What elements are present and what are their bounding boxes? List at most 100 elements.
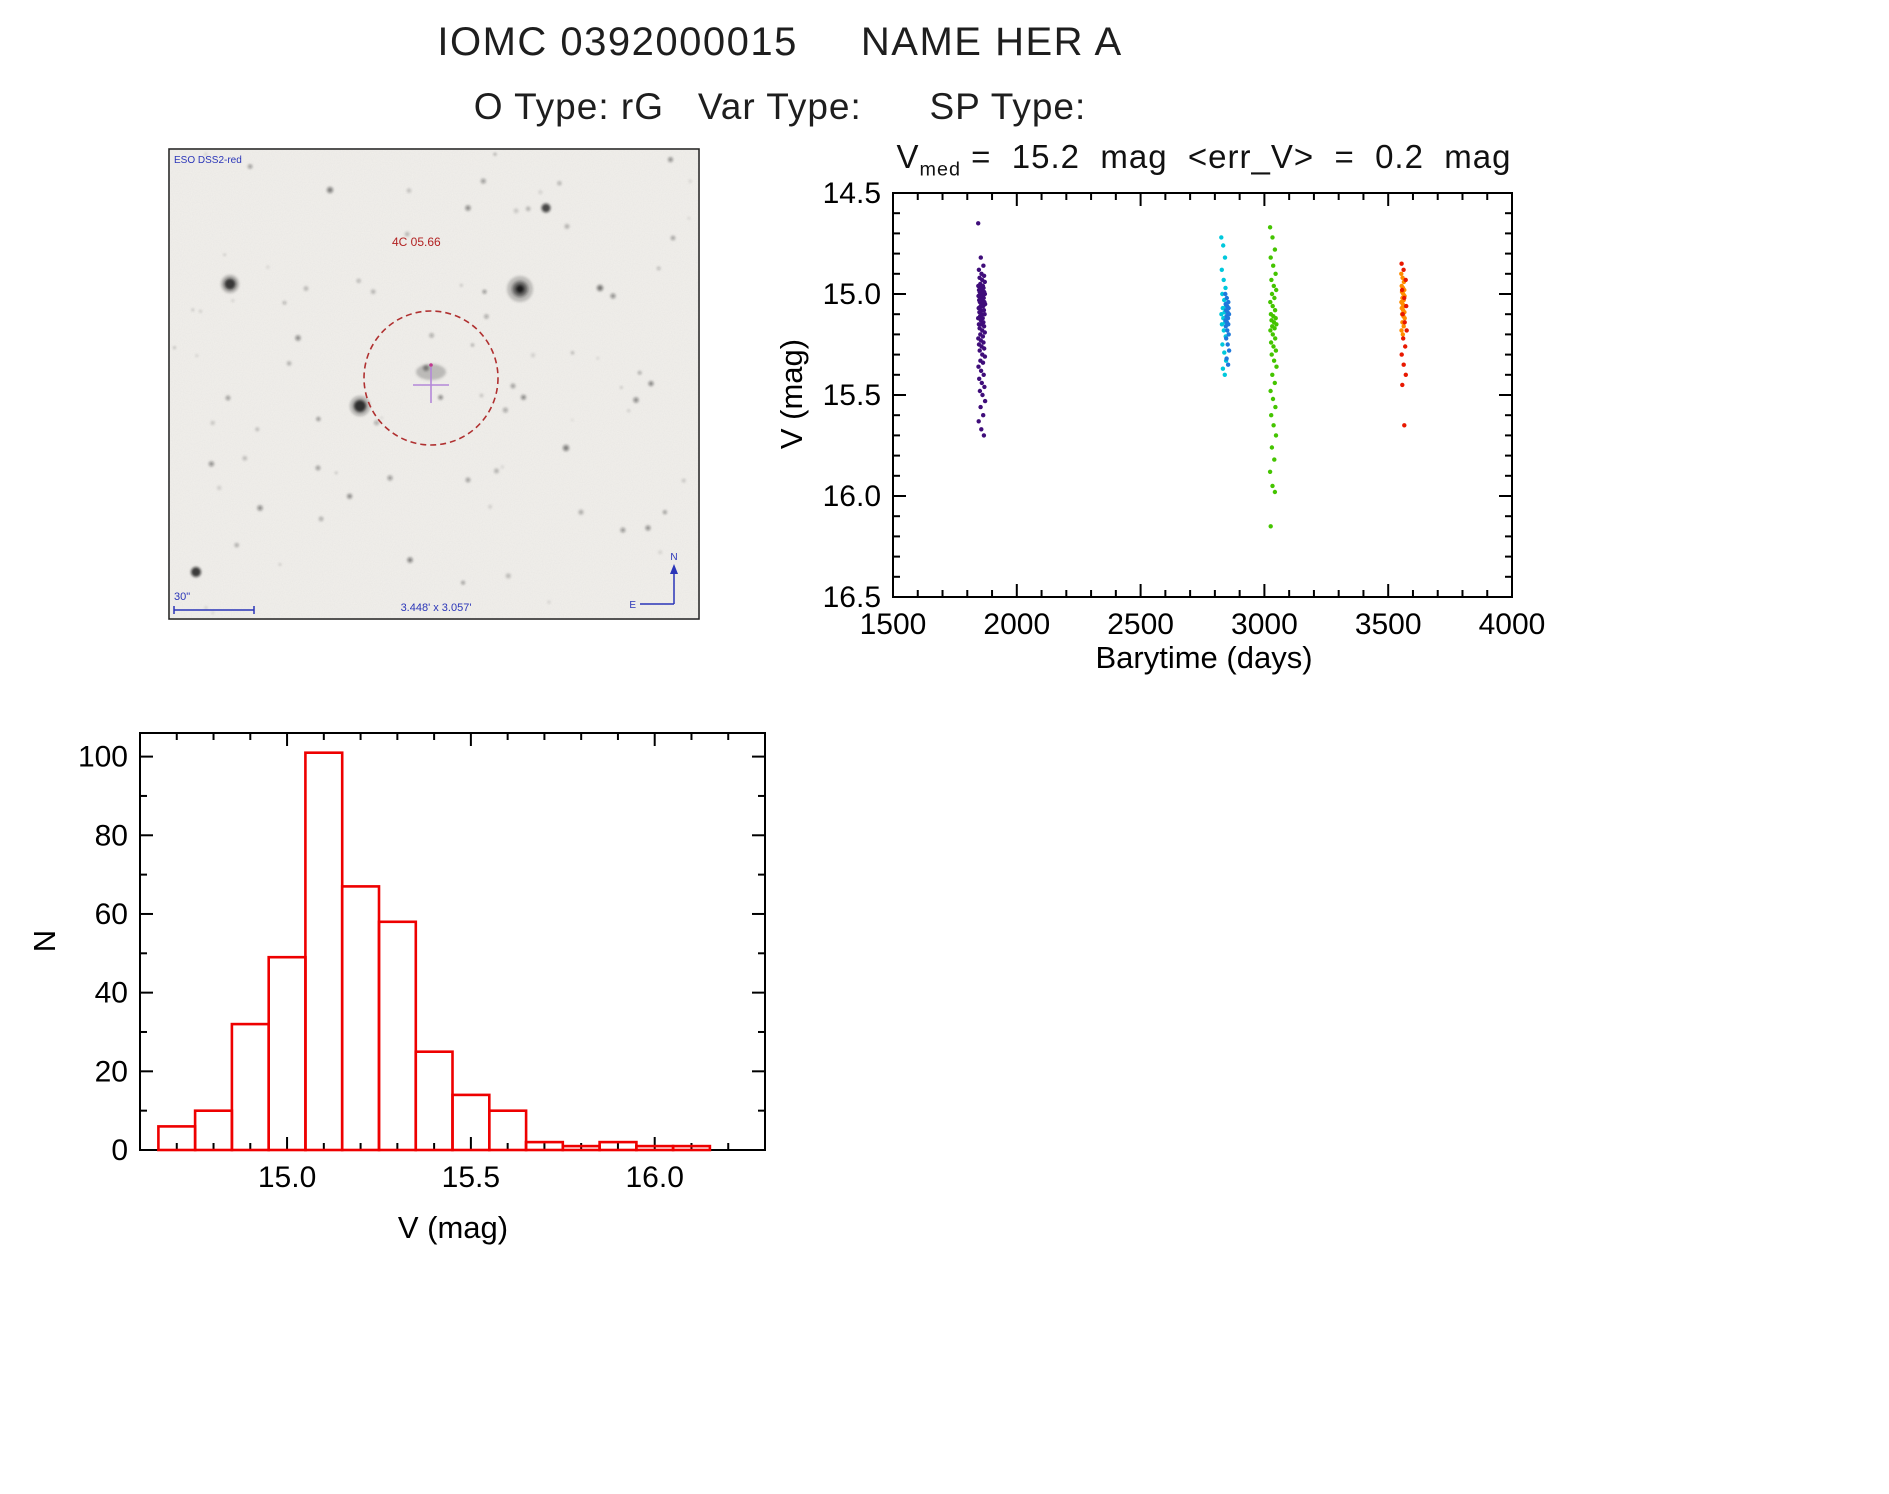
data-point — [1270, 372, 1275, 377]
starfield-image: ESO DSS2-red 4C 05.66 30" 3.448' x 3.057… — [168, 148, 700, 620]
histogram-bar — [377, 920, 418, 1152]
data-point — [1222, 255, 1228, 260]
histogram-plot: 15.0 15.5 16.0 0 20 40 60 80 100 — [20, 700, 840, 1280]
data-point — [1269, 413, 1274, 418]
data-point — [1402, 423, 1407, 428]
data-point — [1267, 469, 1273, 474]
data-point — [979, 427, 984, 432]
data-point — [1271, 423, 1276, 428]
data-point — [1272, 295, 1277, 301]
data-point — [981, 372, 986, 377]
data-point — [1272, 247, 1278, 252]
data-point — [981, 413, 986, 418]
data-point — [1400, 312, 1405, 317]
aperture-circle — [363, 310, 499, 446]
data-point — [1272, 308, 1278, 313]
source-label: 4C 05.66 — [392, 235, 441, 249]
data-point — [980, 334, 986, 339]
target-crosshair — [413, 367, 449, 403]
scale-bar — [173, 606, 255, 614]
data-point — [981, 433, 987, 438]
data-point — [981, 263, 986, 268]
x-tick-label: 3500 — [1355, 608, 1422, 641]
scatter-title-rest: = 15.2 mag <err_V> = 0.2 mag — [961, 138, 1512, 175]
data-point — [1273, 348, 1279, 353]
data-point — [1221, 328, 1226, 333]
scatter-x-axis-label: Barytime (days) — [1095, 640, 1313, 675]
data-point — [1225, 362, 1231, 367]
data-point — [1219, 267, 1224, 272]
y-tick-label: 16.5 — [823, 581, 881, 614]
data-point — [1403, 372, 1408, 377]
data-point — [976, 221, 981, 226]
scale-label: 30" — [174, 591, 190, 603]
data-point — [1224, 336, 1229, 341]
data-point — [982, 398, 988, 404]
data-point — [1269, 445, 1275, 450]
data-point — [982, 279, 987, 285]
data-point — [1400, 332, 1405, 337]
histogram-bar — [671, 1144, 712, 1152]
data-point — [982, 346, 987, 351]
data-point — [1404, 328, 1409, 333]
data-point — [1268, 299, 1273, 305]
x-tick-label: 2500 — [1107, 608, 1174, 641]
data-point — [981, 340, 986, 345]
data-point — [1273, 271, 1278, 276]
axis-ticks — [892, 192, 1513, 598]
data-point — [1403, 344, 1408, 349]
data-point — [977, 388, 983, 394]
sky-noise — [168, 148, 700, 620]
data-point — [1273, 433, 1279, 438]
data-point — [980, 360, 986, 365]
data-point — [976, 267, 982, 272]
data-point — [1399, 352, 1404, 357]
data-point — [982, 354, 988, 359]
data-point — [982, 384, 987, 390]
y-tick-label: 16.0 — [823, 480, 881, 513]
data-point — [1270, 303, 1275, 309]
data-point — [1270, 483, 1275, 489]
data-point — [1399, 271, 1404, 276]
finder-chart: ESO DSS2-red 4C 05.66 30" 3.448' x 3.057… — [168, 148, 700, 620]
data-point — [1219, 235, 1224, 240]
data-point — [1219, 312, 1224, 317]
x-tick-label: 2000 — [983, 608, 1050, 641]
scatter-title-subscript: med — [919, 158, 962, 181]
compass-east-label: E — [629, 600, 636, 611]
data-point — [1274, 322, 1279, 327]
data-point — [1221, 277, 1226, 283]
data-point — [981, 308, 987, 313]
data-point — [1402, 295, 1407, 301]
data-point — [1220, 366, 1226, 371]
compass-north-arrowhead — [670, 564, 678, 574]
lightcurve-plot: 1500 2000 2500 3000 3500 4000 14.5 15.0 15.5 16.0… — [770, 130, 1550, 700]
data-point — [1268, 255, 1273, 260]
data-point — [980, 392, 985, 398]
data-point — [1401, 362, 1406, 367]
data-point — [1222, 350, 1227, 355]
scatter-title-prefix: V — [896, 138, 920, 175]
data-point — [1223, 291, 1228, 297]
data-point — [1274, 287, 1279, 293]
data-point — [1271, 263, 1276, 268]
target-marker-dot — [429, 363, 433, 367]
x-tick-label: 16.0 — [626, 1161, 684, 1194]
data-point — [1400, 275, 1405, 280]
data-point — [1403, 277, 1408, 283]
data-point — [1401, 324, 1406, 329]
data-point — [1226, 348, 1232, 353]
histogram-x-axis-label: V (mag) — [397, 1210, 509, 1245]
data-point — [1271, 344, 1276, 349]
data-point — [976, 364, 981, 369]
data-point — [1272, 457, 1277, 462]
page-title: IOMC 0392000015 NAME HER A — [437, 20, 1123, 64]
scatter-title: Vmed = 15.2 mag <err_V> = 0.2 mag — [893, 138, 1515, 182]
data-point — [1404, 303, 1409, 309]
y-tick-label: 60 — [95, 898, 128, 931]
histogram-svg: 15.0 15.5 16.0 0 20 40 60 80 100 — [78, 732, 766, 1194]
histogram-bars — [157, 751, 712, 1152]
data-point — [1220, 342, 1225, 347]
y-tick-label: 100 — [78, 741, 128, 774]
lightcurve-svg: 1500 2000 2500 3000 3500 4000 14.5 15.0 15.5 16.0… — [823, 177, 1546, 641]
